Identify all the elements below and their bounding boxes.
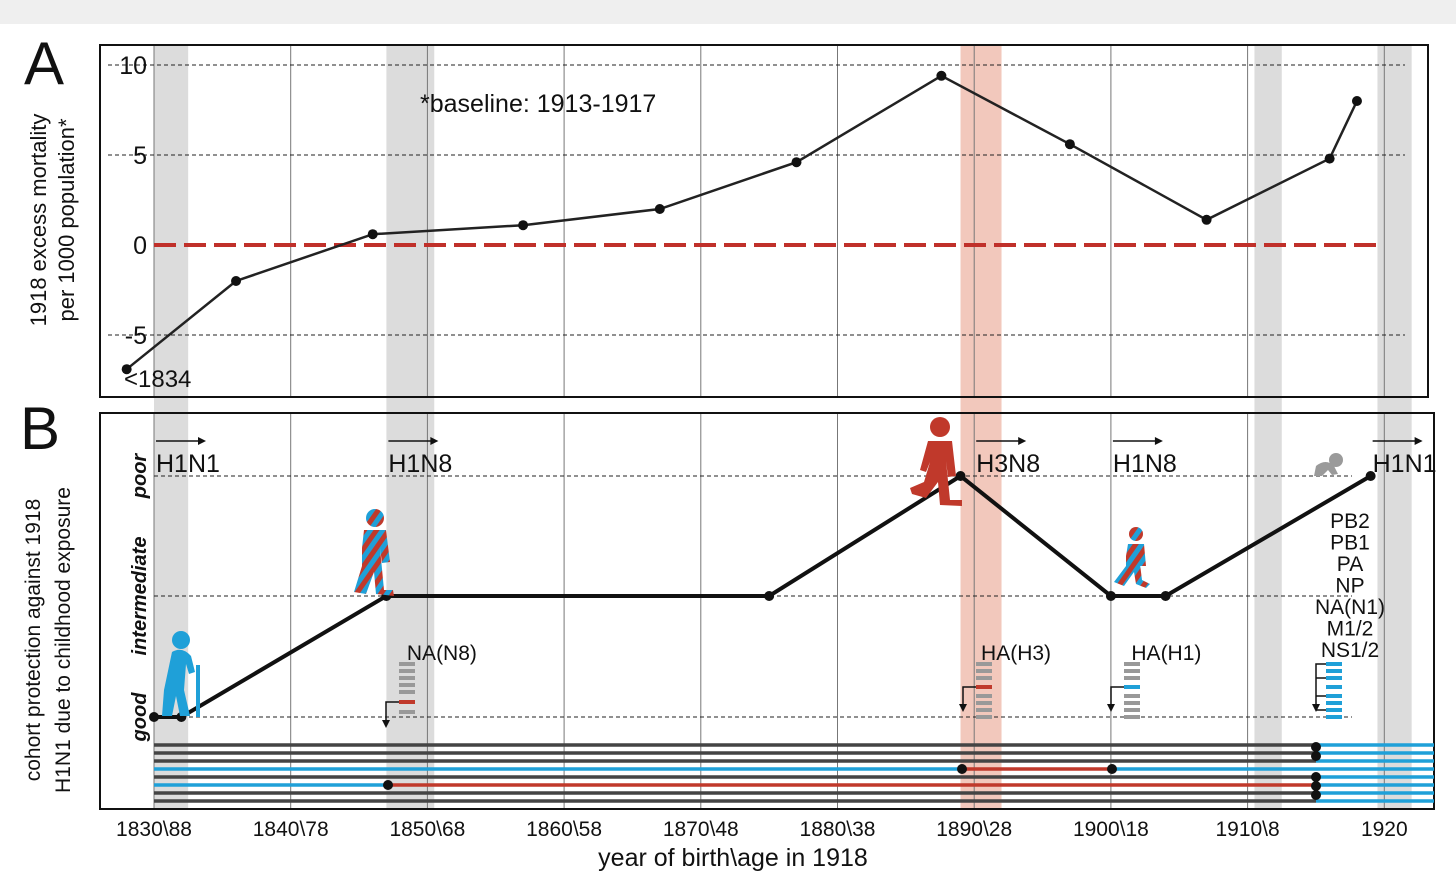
- walking-adult-striped-icon: [354, 509, 394, 596]
- panel-a-gridlines: [108, 64, 1405, 336]
- vertical-gridlines: [153, 46, 1385, 808]
- panel-b-level-labels: good intermediate poor: [129, 453, 151, 743]
- data-point: [518, 220, 529, 231]
- subtype-arrowhead: [430, 437, 439, 445]
- ha-h3-gene-stack: [959, 662, 992, 719]
- y-tick-label: -5: [125, 322, 147, 350]
- panel-a-series-line: [125, 74, 1359, 371]
- gene-label: M1/2: [1327, 618, 1374, 641]
- elderly-person-icon: [162, 631, 200, 717]
- data-point: [1351, 96, 1362, 106]
- data-point: [231, 276, 242, 286]
- x-tick-labels: 1830\88 1840\78 1850\68 1860\58 1870\48 1880\…: [116, 818, 1408, 841]
- panel-b-frame: [99, 412, 1435, 810]
- x-tick-label: 1890\28: [936, 818, 1012, 841]
- level-label-group: intermediate: [129, 537, 151, 656]
- y-tick-label: 0: [133, 232, 147, 260]
- subtype-arrowhead: [1018, 437, 1027, 445]
- panel-a-label: A: [24, 30, 64, 97]
- panel-a-ylabel-line2: per 1000 population*: [54, 118, 79, 321]
- subtype-label: H3N8: [976, 450, 1040, 478]
- subtype-label: H1N8: [388, 450, 452, 478]
- walking-adult-red-icon: [910, 417, 962, 506]
- panel-b-ylabel-line1: cohort protection against 1918: [22, 499, 45, 782]
- crawling-baby-icon: [1314, 453, 1343, 476]
- protection-point: [955, 471, 966, 481]
- x-tick-label: 1910\8: [1215, 818, 1279, 841]
- x-tick-label: 1900\18: [1073, 818, 1149, 841]
- panel-b-label: B: [20, 395, 60, 462]
- top-bar: [0, 0, 1456, 24]
- subtype-arrowhead: [1154, 437, 1163, 445]
- subtype-arrowhead: [1414, 437, 1423, 445]
- protection-point: [764, 591, 775, 601]
- protection-point: [1105, 591, 1116, 601]
- panel-a-ytick-labels: 10 5 0 -5: [119, 52, 147, 350]
- gene-label: NP: [1335, 575, 1364, 598]
- gene-label: PA: [1337, 553, 1363, 576]
- panel-a-frame: [99, 44, 1429, 398]
- x-tick-label: 1850\68: [389, 818, 465, 841]
- panel-a-first-point-label: <1834: [124, 366, 191, 393]
- data-point: [791, 157, 802, 168]
- panel-a-ylabel-line1: 1918 excess mortality: [26, 114, 51, 327]
- walking-child-striped-icon: [1114, 527, 1150, 588]
- protection-point: [149, 712, 159, 722]
- panel-b-subtype-labels: H1N1 H1N8 H3N8 H1N8 H1N1: [156, 437, 1437, 478]
- na-n8-gene-stack: [382, 662, 415, 728]
- subtype-label: H1N1: [1373, 450, 1437, 478]
- level-label-group: good: [129, 692, 151, 743]
- data-point: [121, 364, 132, 375]
- panel-b-ylabel-line2: H1N1 due to childhood exposure: [52, 487, 75, 793]
- x-axis-label: year of birth\age in 1918: [598, 844, 868, 872]
- gene-label: PB2: [1330, 510, 1370, 533]
- panel-a-points: [121, 70, 1362, 375]
- protection-point: [1365, 471, 1376, 481]
- level-label: poor: [129, 453, 151, 500]
- gene-label: NS1/2: [1321, 639, 1379, 662]
- gene-label: NA(N1): [1315, 596, 1385, 619]
- shaded-band: [1377, 46, 1412, 810]
- x-tick-label: 1920: [1361, 818, 1408, 841]
- protection-point: [1160, 591, 1171, 601]
- data-point: [1324, 153, 1335, 164]
- gene-label: PB1: [1330, 532, 1370, 555]
- segment-label: HA(H3): [981, 642, 1051, 665]
- ha-h1-gene-stack: [1107, 662, 1140, 719]
- data-point: [654, 204, 665, 214]
- panel-b-segment-labels: NA(N8) HA(H3) HA(H1): [407, 642, 1202, 665]
- y-tick-label: 10: [119, 52, 147, 80]
- data-point: [936, 70, 947, 81]
- panel-b-ylabel: cohort protection against 1918 H1N1 due …: [22, 487, 75, 793]
- pink-band: [960, 46, 1002, 810]
- x-tick-label: 1860\58: [526, 818, 602, 841]
- h1n1-gene-stack: [1312, 662, 1342, 719]
- data-point: [367, 229, 378, 240]
- x-tick-label: 1830\88: [116, 818, 192, 841]
- level-label: good: [129, 692, 151, 743]
- x-tick-label: 1870\48: [663, 818, 739, 841]
- subtype-arrowhead: [198, 437, 206, 445]
- x-tick-label: 1840\78: [253, 818, 329, 841]
- y-tick-label: 5: [133, 142, 147, 170]
- segment-label: HA(H1): [1131, 642, 1201, 665]
- panel-a-annotation: *baseline: 1913-1917: [420, 90, 656, 118]
- shaded-band: [1254, 46, 1282, 810]
- shaded-band: [386, 46, 435, 810]
- panel-b-protection-line: [154, 473, 1372, 719]
- panel-a-ylabel: 1918 excess mortality per 1000 populatio…: [26, 114, 79, 327]
- level-label: intermediate: [129, 537, 151, 656]
- shaded-bands: [154, 46, 1412, 810]
- x-tick-label: 1880\38: [800, 818, 876, 841]
- level-label-group: poor: [129, 453, 151, 500]
- lineage-lines: [154, 742, 1434, 803]
- segment-label: NA(N8): [407, 642, 477, 665]
- subtype-label: H1N8: [1113, 450, 1177, 478]
- data-point: [1201, 214, 1212, 225]
- subtype-label: H1N1: [156, 450, 220, 478]
- data-point: [1064, 139, 1075, 150]
